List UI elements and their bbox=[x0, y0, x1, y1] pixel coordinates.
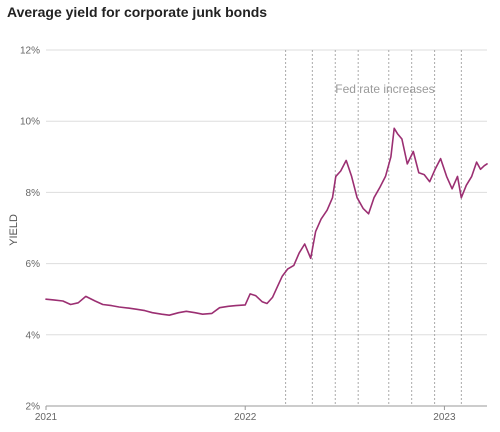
fed-rate-increase-lines bbox=[285, 50, 462, 406]
y-axis-title: YIELD bbox=[8, 214, 20, 246]
y-tick-label: 8% bbox=[26, 188, 41, 199]
y-tick-label: 10% bbox=[20, 117, 40, 128]
x-tick-label: 2023 bbox=[433, 412, 456, 423]
fed-rate-increases-annotation: Fed rate increases bbox=[335, 82, 434, 96]
chart-title: Average yield for corporate junk bonds bbox=[7, 4, 268, 20]
y-tick-label: 2% bbox=[26, 402, 41, 413]
y-tick-label: 4% bbox=[26, 330, 41, 341]
y-tick-label: 12% bbox=[20, 46, 40, 57]
gridlines bbox=[46, 49, 487, 407]
y-axis-ticks: 2% 4% 6% 8% 10% 12% bbox=[20, 46, 40, 413]
y-tick-label: 6% bbox=[26, 259, 41, 270]
x-axis-ticks: 2021 2022 2023 bbox=[35, 406, 456, 423]
series-group bbox=[45, 127, 488, 317]
x-tick-label: 2022 bbox=[234, 412, 257, 423]
x-tick-label: 2021 bbox=[35, 412, 58, 423]
series-line bbox=[45, 127, 488, 317]
